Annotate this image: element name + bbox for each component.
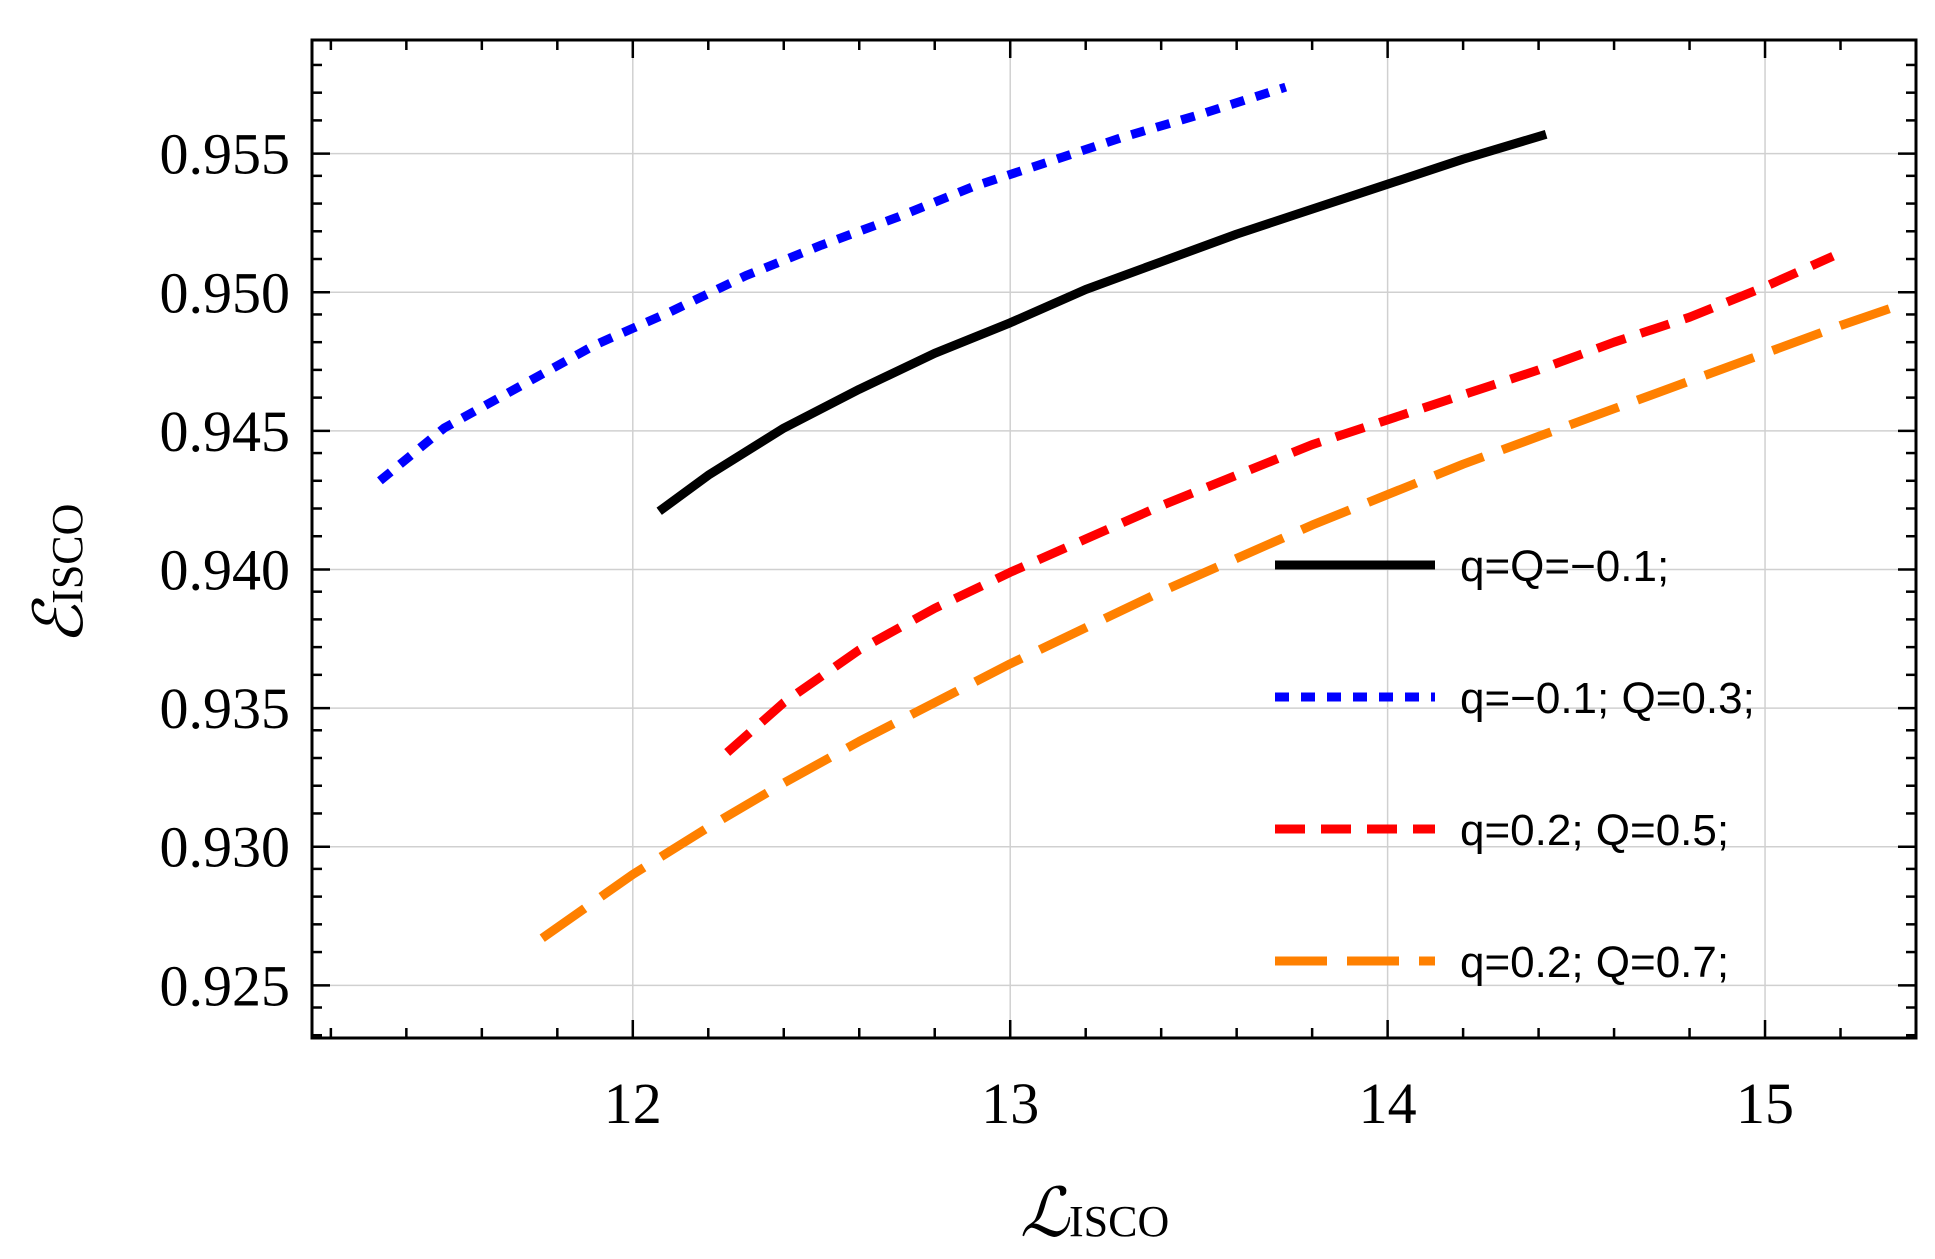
x-tick-label: 12 — [604, 1071, 662, 1136]
legend-label-4: q=0.2; Q=0.7; — [1460, 938, 1729, 987]
series-line-1 — [656, 129, 1548, 515]
legend: q=Q=−0.1; q=−0.1; Q=0.3; q=0.2; Q=0.5; q=0.… — [1275, 542, 1755, 987]
y-axis-title: ℰISCO — [21, 504, 97, 645]
legend-label-1: q=Q=−0.1; — [1460, 542, 1669, 591]
grid-layer — [312, 40, 1916, 1038]
y-axis-title-group: ℰISCO — [21, 504, 97, 645]
series-line-3 — [724, 252, 1835, 756]
series-line-4 — [539, 301, 1899, 942]
y-axis-title-main: ℰ — [21, 597, 97, 645]
tick-layer — [312, 40, 1918, 1038]
y-tick-label: 0.925 — [160, 953, 291, 1018]
y-axis-title-sub: ISCO — [43, 504, 92, 604]
legend-label-3: q=0.2; Q=0.5; — [1460, 806, 1729, 855]
x-axis-title: ℒISCO — [1020, 1175, 1169, 1251]
y-tick-label: 0.950 — [160, 260, 291, 325]
legend-label-2: q=−0.1; Q=0.3; — [1460, 674, 1755, 723]
x-axis-title-main: ℒ — [1020, 1175, 1071, 1251]
x-tick-label: 15 — [1736, 1071, 1794, 1136]
y-tick-label: 0.930 — [160, 815, 291, 880]
series-layer — [377, 82, 1899, 942]
tick-label-layer: 12 13 14 15 0.925 0.930 0.935 0.940 0.945 0.950 0.… — [160, 122, 1795, 1136]
x-tick-label: 13 — [981, 1071, 1039, 1136]
y-tick-label: 0.940 — [160, 537, 291, 602]
y-tick-label: 0.945 — [160, 399, 291, 464]
x-tick-label: 14 — [1359, 1071, 1417, 1136]
y-tick-label: 0.935 — [160, 676, 291, 741]
series-line-2 — [377, 82, 1288, 485]
x-axis-title-sub: ISCO — [1069, 1197, 1169, 1246]
y-tick-label: 0.955 — [160, 122, 291, 187]
plot-frame — [310, 38, 1918, 1040]
